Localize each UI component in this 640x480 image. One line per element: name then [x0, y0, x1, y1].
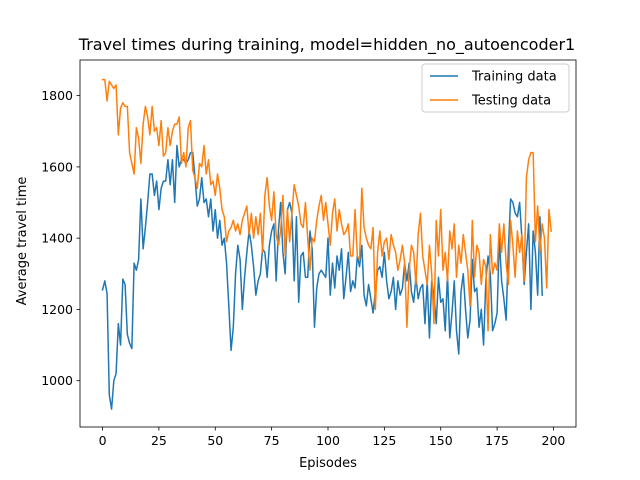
legend-label: Testing data	[471, 94, 551, 109]
y-axis-title: Average travel time	[15, 177, 30, 306]
plot-area: 0 25 50 75 100 125 150 175 200 1000 1200 1400 1600 18…	[41, 59, 577, 448]
x-tick-label: 100	[316, 433, 340, 448]
x-tick-label: 0	[99, 433, 107, 448]
x-tick-label: 150	[429, 433, 453, 448]
chart-title: Travel times during training, model=hidd…	[78, 35, 575, 55]
x-tick-label: 175	[485, 433, 509, 448]
series-line-testing-data	[101, 78, 553, 332]
y-tick-label: 1400	[41, 231, 73, 246]
y-tick-label: 1600	[41, 159, 73, 174]
x-tick-label: 50	[207, 433, 223, 448]
x-tick-label: 200	[542, 433, 566, 448]
series-line-training-data	[101, 144, 543, 410]
y-tick-label: 1800	[41, 88, 73, 103]
x-axis-title: Episodes	[299, 456, 357, 471]
legend: Training data Testing data	[421, 63, 570, 113]
x-tick-label: 75	[264, 433, 280, 448]
legend-box	[421, 63, 570, 113]
y-tick-label: 1000	[41, 373, 73, 388]
x-tick-label: 25	[151, 433, 167, 448]
legend-label: Training data	[471, 70, 557, 85]
x-tick-label: 125	[372, 433, 396, 448]
y-tick-label: 1200	[41, 302, 73, 317]
